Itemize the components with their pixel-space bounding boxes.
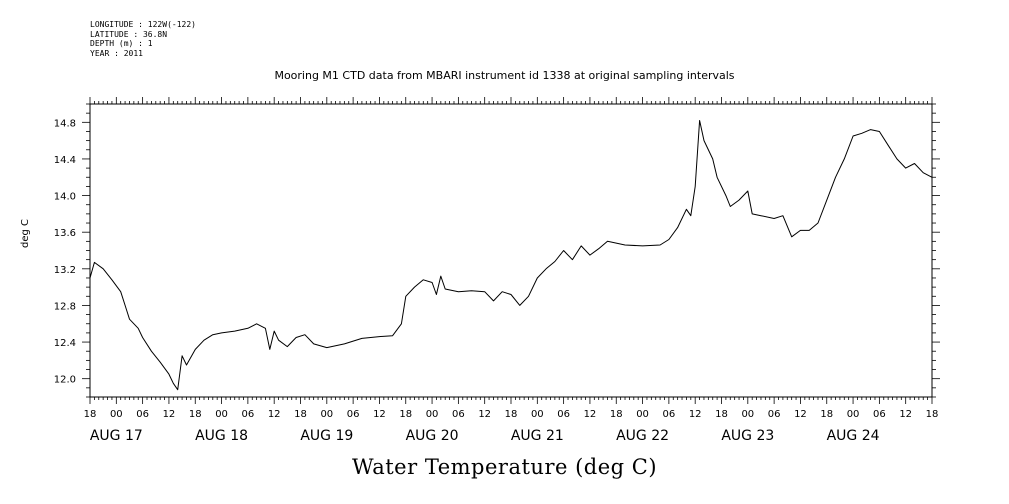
y-tick-label: 14.8	[54, 118, 76, 129]
x-hour-tick-label: 06	[557, 409, 570, 420]
x-hour-tick-label: 00	[320, 409, 333, 420]
x-hour-tick-label: 00	[741, 409, 754, 420]
x-hour-tick-label: 18	[294, 409, 307, 420]
x-hour-tick-label: 00	[110, 409, 123, 420]
y-tick-label: 14.4	[54, 155, 76, 166]
x-hour-tick-label: 06	[242, 409, 255, 420]
x-hour-tick-label: 06	[347, 409, 360, 420]
y-tick-label: 13.2	[54, 265, 76, 276]
y-tick-label: 13.6	[54, 228, 76, 239]
x-day-label: AUG 24	[827, 428, 880, 444]
meta-depth: DEPTH (m) : 1	[90, 39, 153, 48]
x-hour-tick-label: 18	[84, 409, 97, 420]
metadata-block: LONGITUDE : 122W(-122) LATITUDE : 36.8N …	[90, 20, 196, 58]
x-day-label: AUG 19	[300, 428, 353, 444]
plot-title: Mooring M1 CTD data from MBARI instrumen…	[274, 69, 735, 82]
x-hour-tick-label: 18	[926, 409, 939, 420]
x-hour-tick-label: 18	[505, 409, 518, 420]
x-hour-tick-label: 12	[689, 409, 702, 420]
x-hour-tick-label: 06	[768, 409, 781, 420]
meta-latitude: LATITUDE : 36.8N	[90, 29, 168, 39]
x-hour-tick-label: 00	[215, 409, 228, 420]
x-hour-tick-label: 06	[873, 409, 886, 420]
temperature-series-line	[89, 120, 933, 391]
x-hour-tick-label: 12	[373, 409, 386, 420]
x-hour-tick-label: 12	[268, 409, 281, 420]
x-hour-tick-label: 12	[163, 409, 176, 420]
x-hour-tick-label: 00	[426, 409, 439, 420]
plot-frame	[89, 103, 933, 398]
x-hour-tick-label: 18	[189, 409, 202, 420]
x-hour-tick-label: 12	[478, 409, 491, 420]
x-hour-tick-label: 18	[820, 409, 833, 420]
x-axis-title: Water Temperature (deg C)	[351, 455, 658, 479]
x-hour-tick-label: 18	[715, 409, 728, 420]
x-day-label: AUG 17	[90, 428, 143, 444]
y-tick-label: 12.8	[54, 301, 76, 312]
y-tick-label: 12.0	[54, 375, 76, 386]
y-tick-label: 12.4	[54, 338, 76, 349]
x-hour-tick-label: 18	[399, 409, 412, 420]
x-day-label: AUG 18	[195, 428, 248, 444]
x-day-label: AUG 20	[406, 428, 459, 444]
x-hour-tick-label: 12	[794, 409, 807, 420]
x-hour-tick-label: 00	[636, 409, 649, 420]
y-tick-label: 14.0	[54, 192, 76, 203]
x-hour-tick-label: 06	[663, 409, 676, 420]
x-hour-tick-label: 06	[452, 409, 465, 420]
meta-longitude: LONGITUDE : 122W(-122)	[90, 20, 196, 29]
x-day-label: AUG 22	[616, 428, 669, 444]
x-hour-tick-label: 00	[847, 409, 860, 420]
x-hour-tick-label: 00	[531, 409, 544, 420]
x-day-label: AUG 23	[721, 428, 774, 444]
x-day-label: AUG 21	[511, 428, 564, 444]
meta-year: YEAR : 2011	[90, 48, 143, 58]
x-hour-tick-label: 18	[610, 409, 623, 420]
x-hour-tick-label: 12	[899, 409, 912, 420]
x-hour-tick-label: 12	[584, 409, 597, 420]
x-hour-tick-label: 06	[136, 409, 149, 420]
